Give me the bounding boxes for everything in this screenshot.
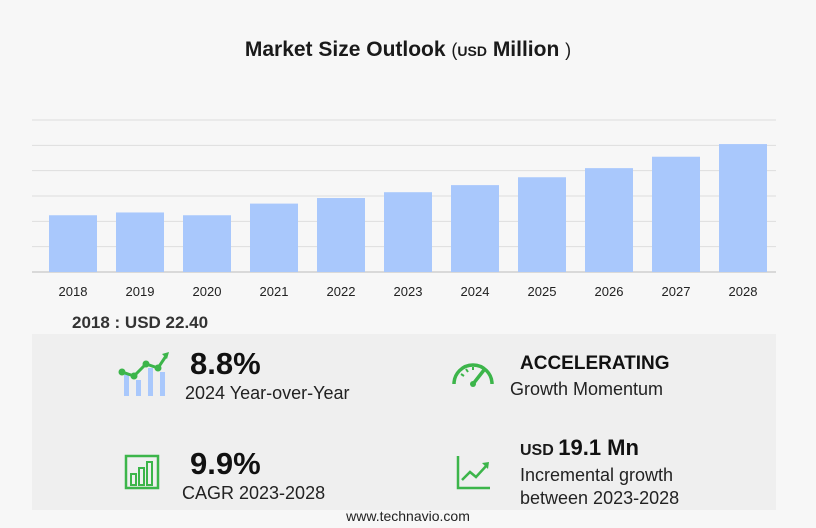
unit-word: Million	[492, 38, 560, 61]
bar-2026	[585, 168, 633, 272]
momentum-label: Growth Momentum	[510, 379, 664, 399]
x-tick-label: 2018	[59, 284, 88, 299]
bar-chart: 2018 2019 2020 2021 2022 2023 2024 2025 2026 2027…	[32, 119, 776, 299]
footer-url: www.technavio.com	[346, 508, 470, 524]
x-tick-label: 2026	[595, 284, 624, 299]
incremental-value: USD 19.1 Mn	[520, 435, 639, 461]
x-tick-label: 2020	[193, 284, 222, 299]
bar-2021	[250, 203, 298, 272]
x-tick-label: 2022	[327, 284, 356, 299]
title-text: Market Size Outlook	[244, 38, 446, 61]
incremental-label-2: between 2023-2028	[520, 488, 680, 508]
x-axis-labels: 2018 2019 2020 2021 2022 2023 2024 2025 2026 2027…	[59, 284, 758, 299]
bar-2028	[719, 144, 767, 272]
cagr-value: 9.9%	[190, 446, 261, 481]
bar-2023	[384, 192, 432, 272]
x-tick-label: 2027	[662, 284, 691, 299]
stats-panel	[32, 334, 776, 510]
x-tick-label: 2028	[729, 284, 758, 299]
bar-2025	[518, 177, 566, 272]
bar-2018	[49, 215, 97, 272]
unit-close: )	[565, 40, 572, 60]
x-tick-label: 2021	[260, 284, 289, 299]
yoy-value: 8.8%	[190, 346, 261, 381]
x-tick-label: 2024	[461, 284, 490, 299]
cagr-label: CAGR 2023-2028	[182, 483, 326, 503]
x-tick-label: 2019	[126, 284, 155, 299]
chart-title: Market Size Outlook (USD Million )	[0, 38, 816, 62]
incremental-label-1: Incremental growth	[520, 465, 674, 485]
unit-open: (	[451, 40, 458, 60]
bars	[49, 144, 767, 272]
bar-2027	[652, 156, 700, 272]
trend-line-icon	[456, 456, 490, 490]
unit-small: USD	[457, 43, 487, 59]
speedometer-icon	[452, 363, 494, 387]
x-tick-label: 2023	[394, 284, 423, 299]
bar-2022	[317, 198, 365, 272]
growth-chart-icon	[118, 352, 169, 396]
x-tick-label: 2025	[528, 284, 557, 299]
incremental-prefix: USD	[520, 442, 554, 459]
bar-2019	[116, 212, 164, 272]
base-year-value: 2018 : USD 22.40	[72, 313, 209, 332]
momentum-value: ACCELERATING	[520, 353, 670, 374]
yoy-label: 2024 Year-over-Year	[185, 383, 350, 403]
bar-2024	[451, 185, 499, 272]
incremental-amount: 19.1 Mn	[558, 435, 639, 460]
bar-chart-icon	[124, 454, 160, 490]
bar-2020	[183, 215, 231, 272]
